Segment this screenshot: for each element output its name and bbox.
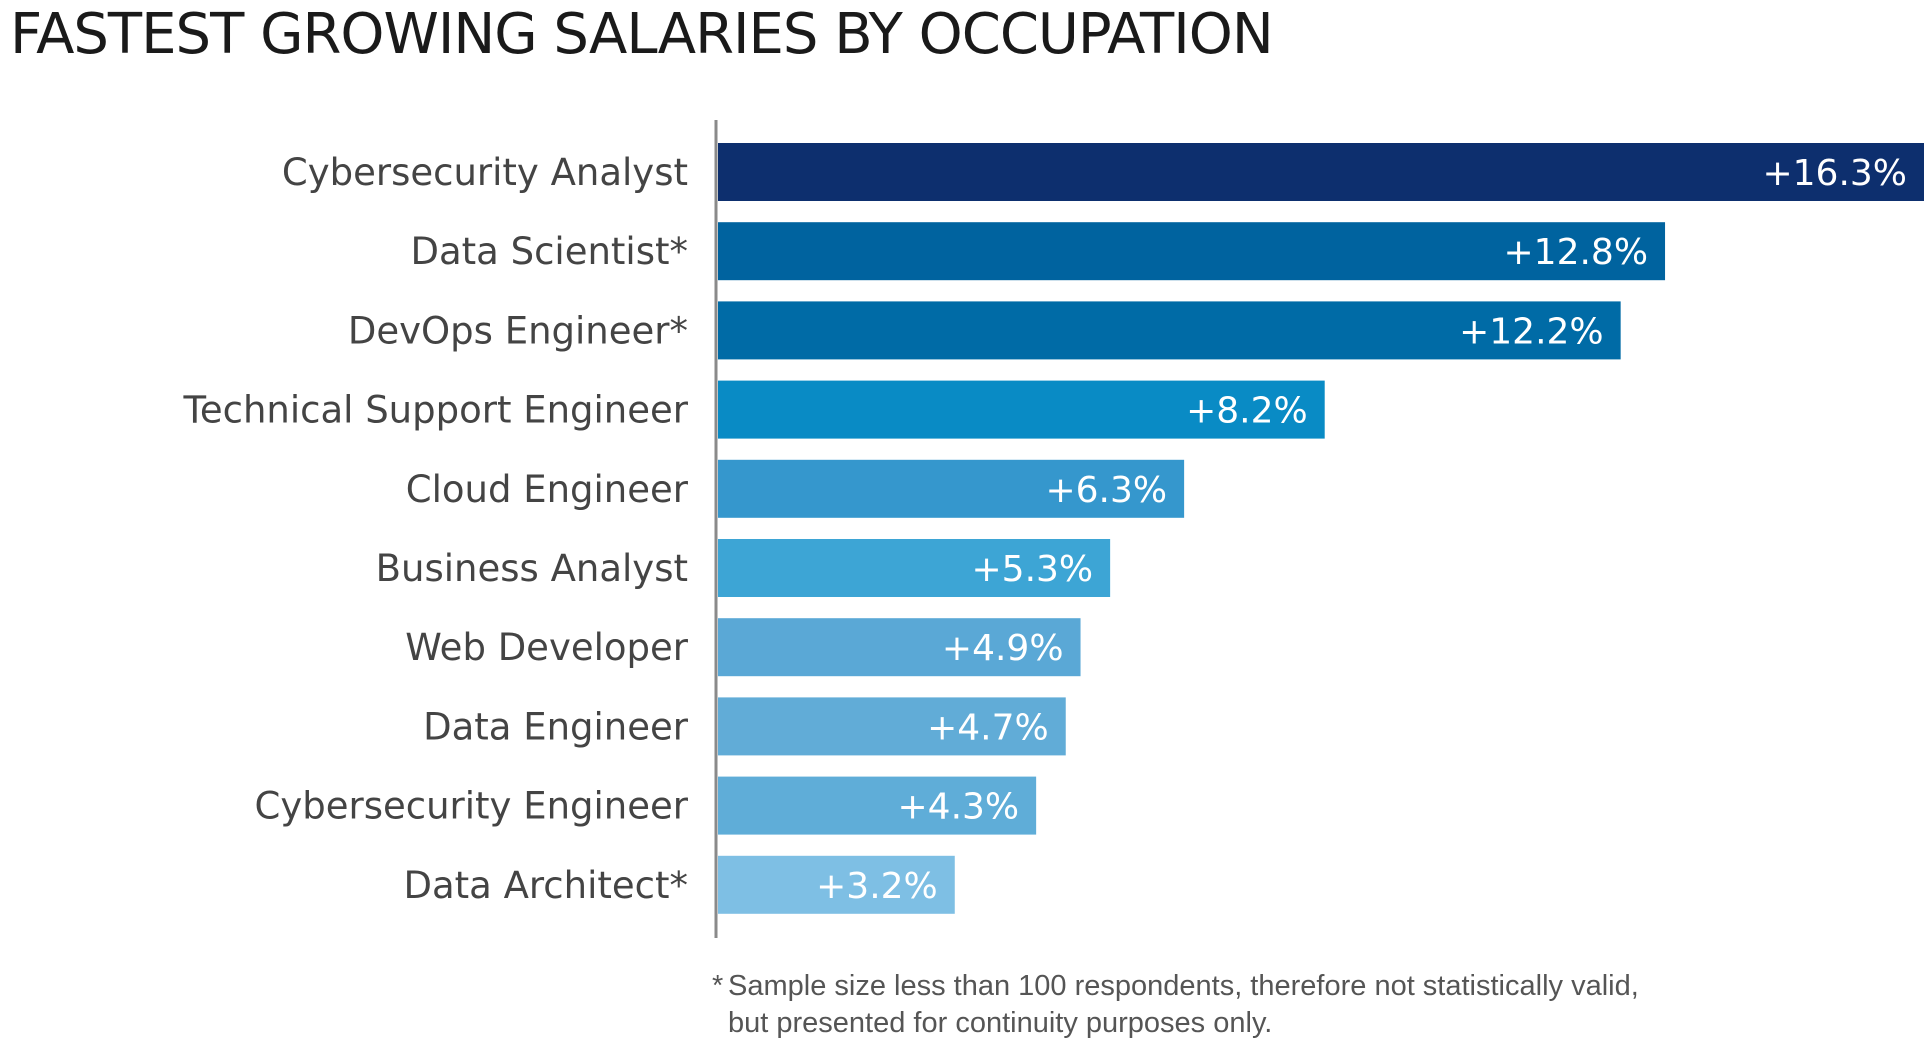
category-label-data-architect: Data Architect* bbox=[403, 864, 688, 907]
bar-cybersecurity-engineer bbox=[718, 776, 1037, 835]
category-label-cybersecurity-engineer: Cybersecurity Engineer bbox=[255, 785, 689, 828]
value-label-data-architect: +3.2% bbox=[816, 866, 938, 907]
value-label-cybersecurity-analyst: +16.3% bbox=[1762, 153, 1907, 194]
footnote: * Sample size less than 100 respondents,… bbox=[712, 968, 1639, 1042]
category-label-cybersecurity-analyst: Cybersecurity Analyst bbox=[282, 151, 688, 194]
bar-chart: +16.3% Cybersecurity Analyst +12.8% Data Sc… bbox=[183, 120, 1924, 938]
bar-cloud-engineer bbox=[718, 459, 1185, 518]
category-label-cloud-engineer: Cloud Engineer bbox=[406, 468, 689, 511]
footnote-line-2: but presented for continuity purposes on… bbox=[728, 1007, 1273, 1039]
category-label-devops-engineer: DevOps Engineer* bbox=[348, 309, 688, 352]
category-label-technical-support-engineer: Technical Support Engineer bbox=[183, 389, 689, 432]
bar-data-architect bbox=[718, 855, 955, 914]
value-label-data-engineer: +4.7% bbox=[927, 707, 1049, 748]
category-label-data-scientist: Data Scientist* bbox=[411, 230, 689, 273]
bar-data-scientist bbox=[718, 222, 1666, 281]
footnote-text: Sample size less than 100 respondents, t… bbox=[728, 968, 1639, 1042]
value-label-business-analyst: +5.3% bbox=[972, 549, 1094, 590]
value-label-web-developer: +4.9% bbox=[942, 628, 1064, 669]
value-label-technical-support-engineer: +8.2% bbox=[1186, 391, 1308, 432]
footnote-line-1: Sample size less than 100 respondents, t… bbox=[728, 970, 1639, 1002]
footnote-mark: * bbox=[712, 970, 724, 1002]
chart-title: FASTEST GROWING SALARIES BY OCCUPATION bbox=[10, 2, 1274, 67]
bar-devops-engineer bbox=[718, 301, 1621, 360]
category-label-business-analyst: Business Analyst bbox=[376, 547, 688, 590]
bars-layer: +16.3% Cybersecurity Analyst +12.8% Data Sc… bbox=[183, 143, 1924, 914]
bar-technical-support-engineer bbox=[718, 380, 1325, 439]
value-label-cybersecurity-engineer: +4.3% bbox=[898, 787, 1020, 828]
value-label-data-scientist: +12.8% bbox=[1504, 232, 1649, 273]
category-label-web-developer: Web Developer bbox=[405, 626, 689, 669]
category-label-data-engineer: Data Engineer bbox=[423, 705, 689, 748]
bar-cybersecurity-analyst bbox=[718, 143, 1924, 201]
value-label-devops-engineer: +12.2% bbox=[1459, 311, 1604, 352]
bar-business-analyst bbox=[718, 539, 1111, 597]
value-label-cloud-engineer: +6.3% bbox=[1045, 470, 1167, 511]
bar-data-engineer bbox=[718, 697, 1066, 756]
bar-web-developer bbox=[718, 618, 1081, 677]
